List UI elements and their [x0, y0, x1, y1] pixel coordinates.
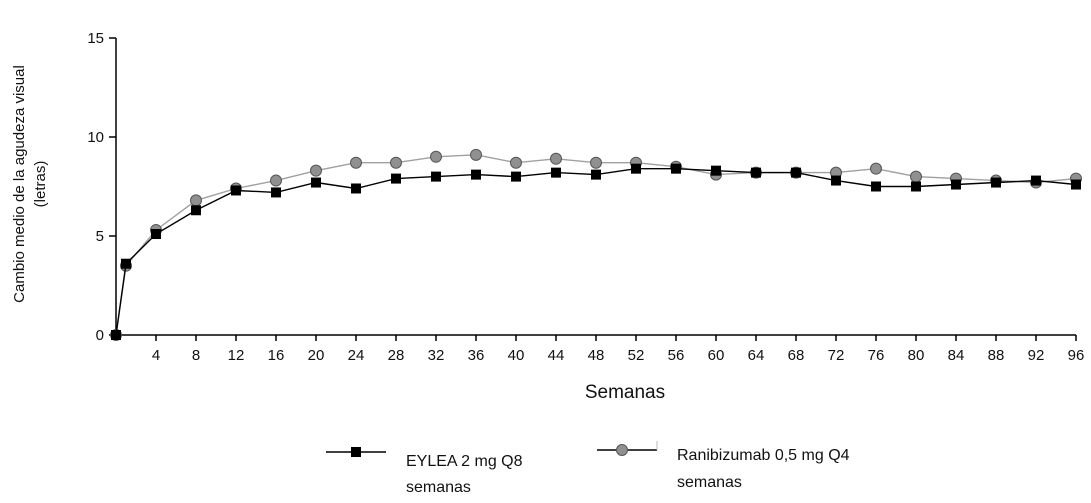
- legend-label-ranibizumab-line-1: Ranibizumab 0,5 mg Q4: [677, 447, 850, 464]
- x-tick-label: 52: [628, 347, 645, 364]
- data-point-ranibizumab: [390, 156, 402, 169]
- y-axis-label-line-1: Cambio medio de la agudeza visual: [11, 65, 28, 303]
- series: [110, 148, 1082, 341]
- x-tick-label: 88: [988, 347, 1005, 364]
- data-point-eylea: [711, 165, 721, 176]
- x-tick-label: 92: [1028, 347, 1045, 364]
- series-line-ranibizumab: [115, 154, 1077, 336]
- legend-label-eylea-line-1: EYLEA 2 mg Q8: [406, 453, 523, 470]
- data-point-eylea: [121, 258, 131, 269]
- x-tick-label: 36: [468, 347, 485, 364]
- x-tick-label: 48: [588, 347, 605, 364]
- data-point-eylea: [871, 181, 881, 192]
- x-tick-label: 40: [508, 347, 525, 364]
- data-point-ranibizumab: [190, 194, 202, 207]
- data-point-eylea: [631, 163, 641, 174]
- data-point-eylea: [391, 173, 401, 184]
- data-point-eylea: [151, 229, 161, 240]
- x-tick-label: 60: [708, 347, 725, 364]
- data-point-eylea: [111, 330, 121, 340]
- x-tick-label: 84: [948, 347, 965, 364]
- data-point-eylea: [271, 187, 281, 198]
- series-line-eylea: [115, 167, 1077, 336]
- x-ticks: 4 8 12 16 20 24 28 32 36 40 44 48 52 56 60 64 68 72 76 80 84…: [152, 335, 1085, 364]
- data-point-ranibizumab: [430, 150, 442, 163]
- data-point-ranibizumab: [470, 148, 482, 161]
- x-tick-label: 4: [152, 347, 160, 364]
- legend-item-ranibizumab: Ranibizumab 0,5 mg Q4 semanas: [597, 441, 850, 491]
- data-point-ranibizumab: [510, 156, 522, 169]
- data-point-ranibizumab: [590, 156, 602, 169]
- x-tick-label: 64: [748, 347, 765, 364]
- x-tick-label: 24: [348, 347, 365, 364]
- data-point-ranibizumab: [550, 152, 562, 165]
- x-tick-label: 76: [868, 347, 885, 364]
- data-point-eylea: [191, 205, 201, 216]
- data-point-ranibizumab: [350, 156, 362, 169]
- data-point-eylea: [591, 169, 601, 180]
- data-point-eylea: [831, 175, 841, 186]
- legend-swatch-marker-ranibizumab: [616, 444, 628, 456]
- legend: EYLEA 2 mg Q8 semanas Ranibizumab 0,5 mg…: [326, 441, 850, 496]
- data-point-eylea: [311, 177, 321, 188]
- x-tick-label: 16: [268, 347, 285, 364]
- x-tick-label: 12: [228, 347, 245, 364]
- y-ticks: 0 5 10 15: [87, 30, 116, 344]
- data-point-eylea: [671, 163, 681, 174]
- x-tick-label: 32: [428, 347, 445, 364]
- x-tick-label: 8: [192, 347, 200, 364]
- data-point-eylea: [991, 177, 1001, 188]
- data-point-eylea: [551, 167, 561, 178]
- data-point-ranibizumab: [910, 170, 922, 183]
- data-point-eylea: [511, 171, 521, 182]
- data-point-eylea: [751, 167, 761, 178]
- data-point-eylea: [791, 167, 801, 178]
- x-axis-label: Semanas: [585, 382, 665, 403]
- data-point-eylea: [1031, 175, 1041, 186]
- data-point-eylea: [471, 169, 481, 180]
- x-tick-label: 96: [1068, 347, 1085, 364]
- y-tick-label: 15: [87, 30, 104, 47]
- x-tick-label: 20: [308, 347, 325, 364]
- data-point-eylea: [431, 171, 441, 182]
- y-tick-label: 5: [96, 228, 104, 245]
- legend-label-eylea-line-2: semanas: [406, 479, 471, 496]
- legend-swatch-marker-eylea: [351, 447, 361, 457]
- y-tick-label: 10: [87, 129, 104, 146]
- y-tick-label: 0: [96, 327, 104, 344]
- data-point-ranibizumab: [310, 164, 322, 177]
- x-tick-label: 28: [388, 347, 405, 364]
- data-point-ranibizumab: [870, 162, 882, 175]
- data-point-eylea: [1071, 179, 1081, 190]
- legend-label-ranibizumab-line-2: semanas: [677, 474, 742, 491]
- legend-item-eylea: EYLEA 2 mg Q8 semanas: [326, 447, 523, 496]
- data-point-eylea: [351, 183, 361, 194]
- data-point-eylea: [231, 185, 241, 196]
- data-point-eylea: [951, 179, 961, 190]
- x-tick-label: 56: [668, 347, 685, 364]
- axes: [115, 38, 1076, 336]
- x-tick-label: 68: [788, 347, 805, 364]
- x-tick-label: 80: [908, 347, 925, 364]
- data-point-ranibizumab: [270, 174, 282, 187]
- x-tick-label: 72: [828, 347, 845, 364]
- data-point-eylea: [911, 181, 921, 192]
- y-axis-label-line-2: (letras): [32, 161, 49, 208]
- x-tick-label: 44: [548, 347, 565, 364]
